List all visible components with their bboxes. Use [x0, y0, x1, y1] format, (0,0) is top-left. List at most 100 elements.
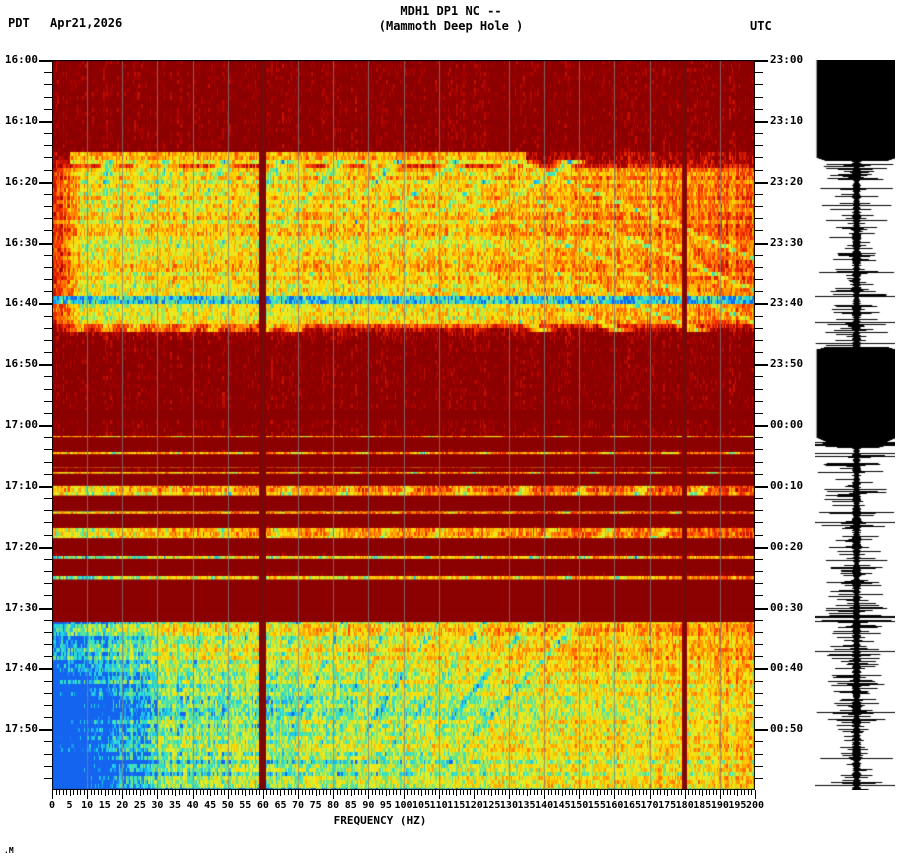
frequency-label: 170 — [640, 800, 659, 811]
minor-tick — [44, 72, 52, 74]
seismogram-trace — [815, 60, 895, 790]
frequency-minor-tick — [329, 790, 331, 795]
time-label-pdt: 17:50 — [4, 722, 38, 736]
frequency-minor-tick — [136, 790, 138, 795]
frequency-axis-title: FREQUENCY (HZ) — [333, 814, 427, 827]
frequency-minor-tick — [389, 790, 391, 795]
minor-tick — [755, 218, 763, 220]
frequency-tick — [298, 790, 300, 799]
frequency-label: 55 — [239, 800, 252, 811]
frequency-minor-tick — [94, 790, 96, 795]
frequency-tick — [508, 790, 510, 799]
time-label-utc: 00:00 — [770, 418, 804, 431]
frequency-label: 30 — [151, 800, 164, 811]
frequency-minor-tick — [305, 790, 307, 795]
minor-tick — [44, 656, 52, 658]
frequency-minor-tick — [396, 790, 398, 795]
frequency-tick — [350, 790, 352, 796]
frequency-minor-tick — [537, 790, 539, 795]
frequency-minor-tick — [698, 790, 700, 795]
frequency-minor-tick — [617, 790, 619, 795]
frequency-minor-tick — [291, 790, 293, 795]
frequency-minor-tick — [59, 790, 61, 795]
major-tick — [755, 364, 768, 367]
frequency-minor-tick — [129, 790, 131, 795]
frequency-minor-tick — [234, 790, 236, 795]
frequency-minor-tick — [150, 790, 152, 795]
frequency-tick — [579, 790, 581, 799]
minor-tick — [44, 376, 52, 378]
minor-tick — [44, 206, 52, 207]
frequency-axis: FREQUENCY (HZ) 0 5 10 15 20 25 30 35 40 45 50 55 60 6… — [0, 790, 902, 830]
time-label-utc: 00:50 — [770, 722, 804, 736]
minor-tick — [44, 522, 52, 524]
frequency-tick — [544, 790, 546, 799]
frequency-minor-tick — [624, 790, 626, 795]
frequency-minor-tick — [55, 790, 57, 795]
frequency-label: 100 — [394, 800, 413, 811]
frequency-tick — [473, 790, 475, 799]
minor-tick — [44, 279, 52, 280]
frequency-minor-tick — [712, 790, 714, 795]
frequency-minor-tick — [118, 790, 120, 795]
time-label-pdt: 16:10 — [4, 113, 38, 127]
major-tick — [39, 425, 52, 427]
frequency-minor-tick — [494, 790, 496, 795]
frequency-minor-tick — [294, 790, 296, 795]
minor-tick — [755, 753, 763, 755]
frequency-label: 95 — [379, 800, 392, 811]
frequency-label: 75 — [309, 800, 322, 811]
minor-tick — [755, 157, 763, 159]
major-tick — [755, 303, 768, 306]
minor-tick — [44, 571, 52, 572]
minor-tick — [44, 777, 52, 779]
minor-tick — [44, 680, 52, 682]
minor-tick — [755, 449, 763, 451]
frequency-minor-tick — [740, 790, 742, 795]
frequency-tick — [438, 790, 440, 799]
minor-tick — [755, 72, 763, 74]
frequency-minor-tick — [586, 790, 588, 795]
frequency-tick — [192, 790, 194, 799]
frequency-minor-tick — [308, 790, 310, 795]
frequency-minor-tick — [206, 790, 208, 795]
frequency-minor-tick — [435, 790, 437, 795]
frequency-minor-tick — [498, 790, 500, 795]
frequency-label: 105 — [412, 800, 431, 811]
frequency-minor-tick — [97, 790, 99, 795]
frequency-minor-tick — [670, 790, 672, 795]
frequency-minor-tick — [62, 790, 64, 795]
frequency-minor-tick — [466, 790, 468, 795]
minor-tick — [755, 266, 763, 268]
major-tick — [39, 668, 52, 671]
time-label-pdt: 17:30 — [4, 600, 38, 614]
frequency-label: 190 — [710, 800, 729, 811]
minor-tick — [44, 266, 52, 268]
frequency-minor-tick — [375, 790, 377, 795]
minor-tick — [755, 254, 763, 256]
frequency-minor-tick — [143, 790, 145, 795]
frequency-minor-tick — [164, 790, 166, 795]
frequency-tick — [333, 790, 335, 799]
frequency-tick — [227, 790, 229, 799]
frequency-label: 185 — [693, 800, 712, 811]
frequency-minor-tick — [621, 790, 623, 795]
frequency-tick — [491, 790, 493, 796]
frequency-minor-tick — [547, 790, 549, 795]
frequency-minor-tick — [90, 790, 92, 795]
frequency-tick — [631, 790, 633, 796]
minor-tick — [755, 352, 763, 353]
minor-tick — [44, 315, 52, 317]
frequency-minor-tick — [593, 790, 595, 795]
frequency-tick — [368, 790, 370, 799]
frequency-label: 15 — [98, 800, 111, 811]
minor-tick — [755, 96, 763, 98]
minor-tick — [755, 437, 763, 439]
frequency-label: 65 — [274, 800, 287, 811]
frequency-tick — [245, 790, 247, 796]
frequency-minor-tick — [241, 790, 243, 795]
frequency-minor-tick — [182, 790, 184, 795]
time-label-utc: 00:30 — [770, 600, 804, 614]
minor-tick — [44, 704, 52, 706]
major-tick — [39, 120, 52, 123]
